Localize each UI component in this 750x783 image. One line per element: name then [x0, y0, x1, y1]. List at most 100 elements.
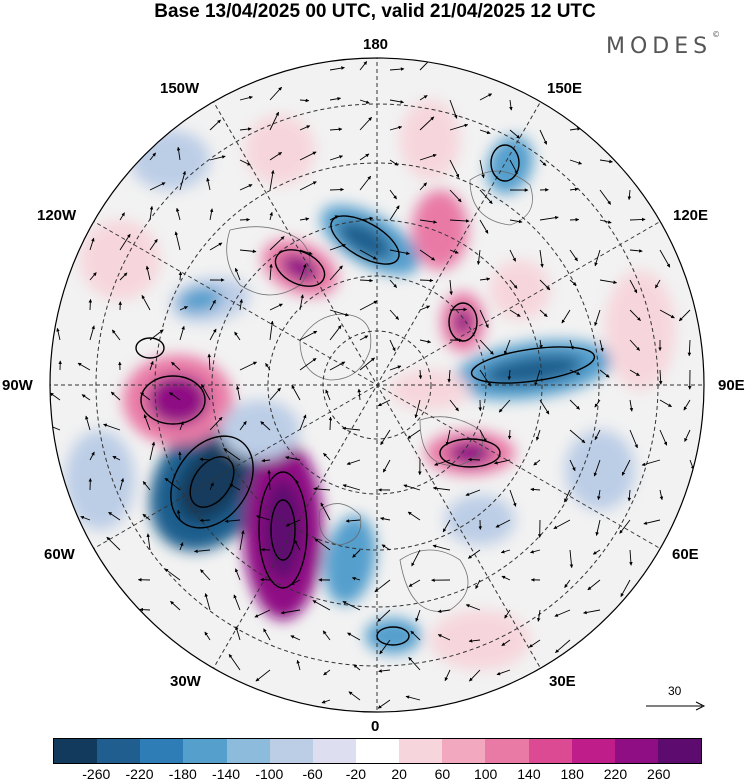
wind-arrow: [149, 441, 156, 461]
wind-arrow: [437, 609, 451, 613]
wind-arrow: [176, 146, 181, 161]
colorbar-swatch: [399, 739, 443, 763]
wind-arrow: [498, 399, 511, 413]
wind-arrow: [583, 609, 601, 615]
wind-arrow: [539, 279, 551, 291]
wind-arrow: [299, 294, 304, 311]
wind-arrow: [419, 116, 435, 131]
wind-arrow: [419, 182, 427, 191]
colorbar-tick-label: -220: [125, 766, 154, 782]
wind-arrow: [594, 249, 601, 267]
wind-arrow: [269, 151, 282, 161]
wind-arrow: [379, 639, 391, 655]
wind-arrow: [261, 458, 271, 463]
wind-arrow: [419, 219, 438, 224]
wind-arrow: [111, 329, 121, 341]
wind-arrow: [569, 549, 574, 569]
wind-arrow: [89, 451, 95, 461]
wind-arrow: [444, 669, 451, 682]
wind-arrow: [235, 568, 241, 581]
anomaly-blob: [565, 430, 635, 510]
colorbar-swatch: [226, 739, 270, 763]
wind-arrow: [507, 429, 512, 440]
wind-arrow: [569, 187, 579, 192]
wind-arrow: [142, 513, 151, 521]
anomaly-blob: [605, 270, 675, 390]
wind-arrow: [528, 639, 541, 648]
wind-arrow: [178, 271, 183, 281]
anomaly-blob: [400, 100, 460, 180]
wind-arrow: [119, 212, 125, 221]
wind-arrow: [530, 487, 541, 492]
wind-arrow: [419, 95, 428, 101]
wind-arrow: [239, 299, 243, 311]
wind-arrow: [239, 361, 257, 371]
wind-arrow: [233, 594, 241, 611]
wind-arrow: [296, 659, 301, 671]
anomaly-blob: [65, 430, 135, 530]
wind-arrow: [299, 98, 310, 103]
wind-arrow: [228, 653, 241, 671]
wind-arrow: [569, 369, 581, 375]
wind-arrow: [629, 217, 646, 222]
wind-arrow: [599, 339, 604, 352]
wind-arrow: [467, 549, 481, 559]
wind-arrow: [291, 384, 301, 401]
wind-arrow: [269, 170, 275, 191]
wind-arrow: [353, 664, 361, 671]
wind-arrow: [342, 601, 361, 611]
colorbar-tick-label: 220: [603, 766, 628, 782]
colorbar-swatch: [442, 739, 486, 763]
anomaly-blob: [448, 441, 492, 465]
colorbar-swatch: [312, 739, 356, 763]
wind-arrow: [539, 215, 559, 221]
wind-arrow: [329, 265, 343, 281]
wind-arrow: [260, 421, 271, 431]
wind-arrow: [620, 579, 631, 598]
wind-arrow: [269, 86, 283, 101]
wind-arrow: [509, 159, 518, 175]
wind-arrow: [294, 539, 301, 551]
wind-arrow: [149, 182, 166, 191]
wind-arrow: [509, 309, 521, 317]
wind-arrow: [405, 695, 421, 701]
anomaly-blob: [338, 220, 392, 260]
wind-arrow: [509, 279, 518, 289]
wind-arrow: [314, 538, 331, 551]
wind-arrow: [143, 414, 151, 431]
wind-arrow: [269, 320, 274, 341]
wind-arrow: [329, 309, 349, 317]
wind-arrow: [569, 279, 577, 286]
wind-arrow: [377, 699, 391, 709]
wind-arrow: [199, 518, 211, 523]
wind-arrow: [659, 309, 675, 319]
wind-arrow: [509, 489, 517, 507]
wind-arrow: [553, 519, 571, 530]
wind-arrow: [170, 600, 181, 611]
wind-arrow: [599, 219, 612, 224]
wind-arrow: [267, 469, 271, 491]
wind-arrow: [236, 385, 241, 401]
wind-arrow: [496, 669, 511, 676]
wind-arrow: [503, 339, 511, 355]
wind-arrow: [659, 249, 671, 268]
wind-arrow: [209, 208, 214, 221]
wind-arrow: [142, 481, 151, 491]
wind-arrow: [501, 639, 511, 647]
wind-arrow: [419, 339, 432, 344]
wind-arrow: [389, 189, 397, 200]
wind-arrow: [329, 243, 346, 251]
colorbar-swatch: [571, 739, 615, 763]
wind-arrow: [442, 519, 451, 533]
colorbar-swatch: [355, 739, 400, 763]
anomaly-blob: [130, 130, 210, 190]
wind-arrow: [594, 399, 601, 408]
wind-arrow: [468, 639, 481, 643]
wind-arrow: [179, 542, 184, 551]
wind-arrow: [414, 399, 421, 419]
anomaly-blob: [148, 375, 208, 425]
anomaly-blob: [176, 441, 248, 523]
wind-arrow: [359, 300, 378, 311]
colorbar-tick-label: -260: [82, 766, 111, 782]
wind-arrow: [535, 429, 541, 441]
